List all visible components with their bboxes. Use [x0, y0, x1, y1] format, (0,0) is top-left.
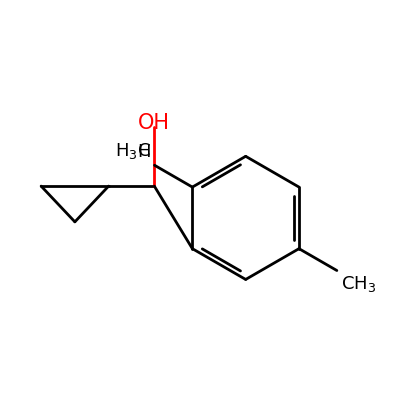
Text: OH: OH — [138, 113, 170, 133]
Text: H$_3$C: H$_3$C — [115, 141, 150, 161]
Text: H: H — [137, 143, 150, 161]
Text: CH$_3$: CH$_3$ — [341, 274, 376, 294]
